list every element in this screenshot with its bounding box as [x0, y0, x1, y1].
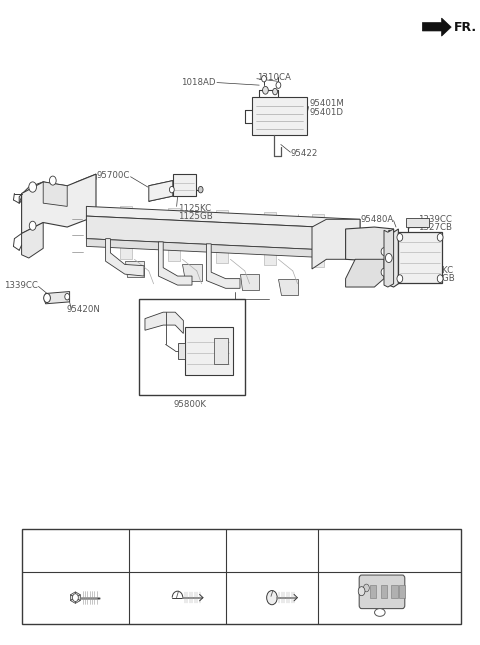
- Text: 1310CA: 1310CA: [257, 73, 291, 82]
- FancyBboxPatch shape: [178, 343, 185, 359]
- Polygon shape: [168, 208, 180, 261]
- FancyBboxPatch shape: [139, 299, 245, 395]
- FancyBboxPatch shape: [391, 585, 397, 598]
- Polygon shape: [71, 592, 75, 598]
- Polygon shape: [86, 206, 360, 229]
- Text: 1249ND: 1249ND: [159, 546, 196, 555]
- Circle shape: [44, 293, 50, 303]
- FancyBboxPatch shape: [381, 585, 387, 598]
- Text: 95413A: 95413A: [392, 613, 422, 622]
- Text: 1125GB: 1125GB: [420, 274, 455, 283]
- Polygon shape: [22, 223, 43, 258]
- Polygon shape: [422, 18, 451, 36]
- Polygon shape: [86, 216, 360, 252]
- Polygon shape: [182, 264, 202, 281]
- FancyBboxPatch shape: [22, 529, 461, 624]
- Polygon shape: [75, 595, 80, 600]
- Polygon shape: [145, 312, 183, 333]
- Circle shape: [267, 591, 277, 605]
- FancyBboxPatch shape: [406, 218, 429, 227]
- Circle shape: [363, 584, 369, 592]
- Text: 1018AD: 1018AD: [181, 78, 216, 87]
- Text: 95480A: 95480A: [360, 215, 394, 224]
- Polygon shape: [19, 174, 96, 203]
- FancyBboxPatch shape: [173, 174, 196, 196]
- Text: 1125GB: 1125GB: [178, 212, 212, 221]
- Text: 1125KC: 1125KC: [420, 266, 453, 275]
- Text: 95800K: 95800K: [173, 400, 206, 409]
- Polygon shape: [44, 292, 70, 304]
- Text: 95700C: 95700C: [96, 171, 130, 180]
- Polygon shape: [158, 242, 192, 285]
- Text: 95401M: 95401M: [310, 99, 345, 108]
- Ellipse shape: [374, 609, 385, 617]
- Polygon shape: [216, 210, 228, 263]
- Polygon shape: [75, 592, 80, 598]
- Polygon shape: [346, 227, 394, 261]
- Circle shape: [276, 82, 281, 88]
- Circle shape: [358, 587, 365, 596]
- Circle shape: [263, 86, 268, 94]
- Polygon shape: [278, 279, 298, 295]
- Circle shape: [397, 233, 403, 241]
- Circle shape: [262, 75, 266, 82]
- FancyBboxPatch shape: [399, 585, 405, 598]
- Circle shape: [437, 275, 443, 283]
- FancyBboxPatch shape: [370, 585, 376, 598]
- Polygon shape: [75, 598, 80, 603]
- Polygon shape: [86, 239, 360, 259]
- Polygon shape: [120, 206, 132, 259]
- Circle shape: [273, 88, 277, 95]
- Circle shape: [29, 182, 36, 192]
- Circle shape: [65, 293, 70, 300]
- Circle shape: [169, 186, 174, 193]
- Polygon shape: [149, 181, 173, 201]
- Circle shape: [385, 253, 392, 263]
- Polygon shape: [264, 212, 276, 265]
- Circle shape: [397, 275, 403, 283]
- Polygon shape: [312, 214, 324, 267]
- Text: 1327CB: 1327CB: [418, 223, 452, 232]
- Polygon shape: [346, 259, 384, 287]
- Circle shape: [437, 233, 443, 241]
- Text: FR.: FR.: [454, 21, 477, 34]
- FancyBboxPatch shape: [359, 575, 405, 609]
- Polygon shape: [240, 274, 259, 290]
- Polygon shape: [389, 229, 398, 287]
- FancyBboxPatch shape: [185, 327, 233, 375]
- Text: 95401D: 95401D: [310, 108, 344, 117]
- Text: 1339CC: 1339CC: [3, 281, 37, 290]
- Text: 84777D: 84777D: [254, 546, 290, 555]
- Text: 95440K: 95440K: [405, 571, 435, 580]
- Circle shape: [198, 186, 203, 193]
- Text: 1125KC: 1125KC: [178, 204, 211, 213]
- Polygon shape: [312, 219, 360, 269]
- FancyBboxPatch shape: [214, 338, 228, 364]
- Polygon shape: [22, 174, 96, 233]
- Polygon shape: [71, 595, 75, 600]
- Circle shape: [49, 176, 56, 185]
- Polygon shape: [125, 261, 144, 277]
- Text: 95420N: 95420N: [66, 305, 100, 314]
- Text: 95422: 95422: [290, 149, 318, 158]
- Text: 1339CC: 1339CC: [418, 215, 452, 224]
- Circle shape: [29, 221, 36, 230]
- Circle shape: [72, 594, 78, 602]
- Polygon shape: [206, 244, 240, 288]
- Polygon shape: [43, 182, 67, 206]
- FancyBboxPatch shape: [398, 232, 442, 283]
- Text: 1129EE: 1129EE: [59, 546, 93, 555]
- Circle shape: [381, 248, 387, 255]
- Polygon shape: [384, 229, 394, 287]
- FancyBboxPatch shape: [252, 97, 307, 135]
- Polygon shape: [106, 239, 144, 276]
- Circle shape: [381, 268, 387, 276]
- Polygon shape: [71, 598, 75, 603]
